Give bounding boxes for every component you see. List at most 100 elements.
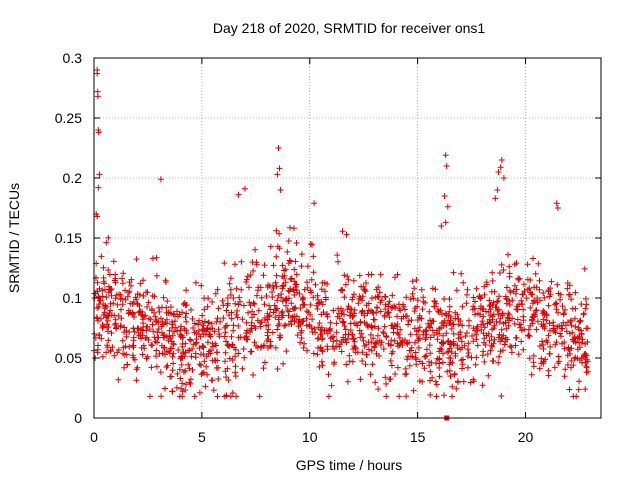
data-point: [531, 311, 538, 318]
data-point: [398, 339, 405, 346]
data-point: [252, 246, 259, 253]
data-point: [413, 331, 420, 338]
data-point: [198, 371, 205, 378]
data-point: [575, 386, 582, 393]
data-point: [307, 241, 314, 247]
data-point: [281, 267, 288, 274]
data-points: [91, 67, 591, 421]
data-point: [583, 325, 590, 332]
data-point: [233, 393, 240, 400]
data-point: [281, 322, 288, 329]
data-point: [339, 228, 346, 235]
data-point: [195, 321, 202, 328]
data-point: [349, 296, 356, 303]
data-point: [232, 363, 239, 370]
data-point: [409, 278, 416, 285]
data-point: [269, 329, 276, 336]
data-point: [343, 231, 350, 238]
data-point: [382, 374, 389, 381]
data-point: [119, 301, 126, 308]
data-point: [274, 297, 281, 304]
data-point: [264, 284, 271, 291]
data-point: [478, 326, 485, 333]
data-point: [105, 337, 112, 344]
data-point: [371, 323, 378, 330]
data-point: [351, 291, 357, 298]
data-point: [124, 361, 131, 368]
data-point: [324, 310, 330, 317]
data-point: [564, 361, 571, 368]
data-point: [318, 311, 325, 318]
data-point: [480, 313, 487, 320]
data-point: [519, 291, 526, 298]
data-point: [541, 294, 548, 301]
data-point: [313, 302, 320, 309]
data-point: [120, 270, 127, 277]
data-point: [555, 290, 562, 297]
data-point: [316, 363, 323, 370]
data-point: [487, 312, 494, 319]
data-point: [497, 315, 504, 322]
data-point: [436, 373, 443, 380]
data-point: [134, 300, 141, 307]
y-tick-label: 0.15: [55, 230, 82, 246]
data-point: [565, 345, 572, 352]
data-point: [201, 306, 208, 313]
data-point: [530, 352, 537, 359]
data-point: [314, 351, 321, 358]
data-point: [102, 303, 109, 310]
data-point: [183, 327, 190, 334]
data-point: [415, 327, 422, 334]
data-point: [315, 335, 322, 342]
data-point: [310, 269, 317, 276]
data-point: [178, 323, 184, 330]
data-point: [119, 337, 126, 344]
data-point: [319, 336, 325, 343]
data-point: [427, 391, 434, 398]
data-point: [166, 327, 173, 334]
data-point: [310, 294, 317, 301]
data-point: [300, 317, 307, 324]
data-point: [469, 333, 476, 339]
data-point: [495, 169, 502, 175]
data-point: [131, 328, 138, 335]
data-point: [180, 334, 187, 341]
data-point: [558, 333, 564, 340]
data-point: [394, 364, 401, 371]
data-point: [178, 385, 185, 392]
data-point: [95, 129, 102, 136]
data-point: [172, 324, 179, 331]
data-point: [171, 328, 178, 335]
data-point: [200, 344, 207, 351]
data-point: [292, 304, 299, 311]
data-point: [140, 277, 147, 284]
data-point: [552, 341, 559, 348]
data-point: [496, 353, 503, 360]
data-point: [319, 362, 326, 369]
data-point: [202, 318, 208, 325]
data-point: [473, 354, 480, 361]
data-point: [192, 350, 199, 357]
data-point: [485, 372, 492, 379]
data-point: [459, 365, 465, 372]
data-point: [100, 311, 107, 318]
data-point: [153, 347, 160, 354]
data-point: [336, 343, 343, 350]
data-point: [520, 306, 527, 313]
data-point: [273, 307, 280, 314]
data-point: [119, 275, 125, 282]
data-point: [397, 326, 404, 333]
data-point: [333, 337, 340, 344]
data-point: [165, 309, 172, 316]
data-point: [494, 298, 501, 305]
data-point: [377, 342, 384, 348]
data-point: [508, 349, 515, 356]
data-point: [359, 297, 365, 304]
data-point: [503, 284, 510, 291]
data-point: [94, 279, 101, 286]
data-point: [187, 337, 194, 344]
data-point: [440, 332, 447, 339]
data-point: [441, 318, 448, 324]
data-point: [421, 353, 428, 360]
x-tick-label: 5: [198, 429, 206, 445]
